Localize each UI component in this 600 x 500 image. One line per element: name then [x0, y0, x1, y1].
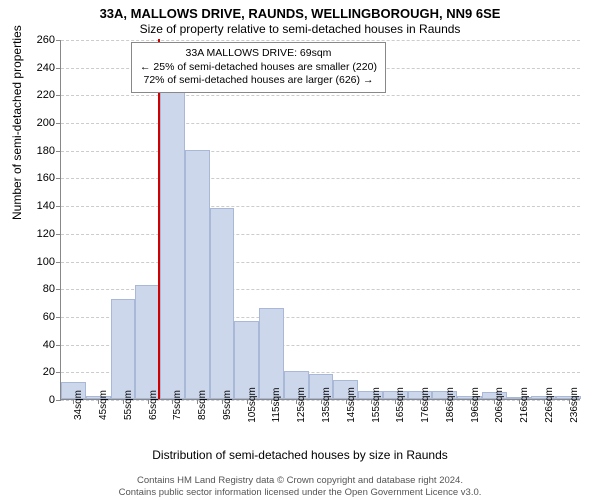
- footer-attribution: Contains HM Land Registry data © Crown c…: [0, 475, 600, 498]
- xtick-label: 85sqm: [197, 390, 208, 420]
- ytick: [56, 262, 61, 263]
- annotation-line: 33A MALLOWS DRIVE: 69sqm: [140, 47, 377, 61]
- histogram-bar: [111, 299, 136, 399]
- ytick-label: 140: [37, 200, 55, 212]
- ytick-label: 220: [37, 89, 55, 101]
- ytick: [56, 178, 61, 179]
- xtick-label: 55sqm: [123, 390, 134, 420]
- gridline: [61, 123, 580, 124]
- xtick-label: 75sqm: [172, 390, 183, 420]
- ytick-label: 20: [43, 366, 55, 378]
- xtick-label: 145sqm: [346, 387, 357, 423]
- xtick-label: 115sqm: [271, 388, 282, 423]
- histogram-bar: [160, 92, 185, 399]
- xtick-label: 34sqm: [73, 390, 84, 420]
- ytick: [56, 317, 61, 318]
- ytick-label: 0: [49, 394, 55, 406]
- ytick-label: 240: [37, 62, 55, 74]
- chart-title-2: Size of property relative to semi-detach…: [0, 22, 600, 36]
- ytick-label: 80: [43, 283, 55, 295]
- histogram-bar: [135, 285, 160, 399]
- gridline: [61, 262, 580, 263]
- gridline: [61, 178, 580, 179]
- x-axis-label: Distribution of semi-detached houses by …: [0, 448, 600, 462]
- histogram-bar: [210, 208, 235, 399]
- gridline: [61, 95, 580, 96]
- gridline: [61, 151, 580, 152]
- xtick-label: 176sqm: [420, 387, 431, 423]
- annotation-box: 33A MALLOWS DRIVE: 69sqm← 25% of semi-de…: [131, 42, 386, 93]
- gridline: [61, 206, 580, 207]
- ytick: [56, 400, 61, 401]
- ytick: [56, 68, 61, 69]
- plot-area: 02040608010012014016018020022024026034sq…: [60, 40, 580, 400]
- histogram-bar: [259, 308, 284, 399]
- ytick-label: 40: [43, 339, 55, 351]
- footer-line-1: Contains HM Land Registry data © Crown c…: [0, 475, 600, 486]
- annotation-line: 72% of semi-detached houses are larger (…: [140, 74, 377, 88]
- footer-line-2: Contains public sector information licen…: [0, 487, 600, 498]
- xtick-label: 165sqm: [395, 387, 406, 423]
- xtick-label: 95sqm: [222, 390, 233, 420]
- ytick: [56, 206, 61, 207]
- histogram-bar: [185, 150, 210, 399]
- xtick-label: 125sqm: [296, 387, 307, 423]
- ytick: [56, 95, 61, 96]
- y-axis-label: Number of semi-detached properties: [10, 25, 24, 220]
- ytick: [56, 372, 61, 373]
- marker-line: [158, 39, 160, 399]
- annotation-line: ← 25% of semi-detached houses are smalle…: [140, 61, 377, 75]
- ytick-label: 160: [37, 172, 55, 184]
- ytick: [56, 40, 61, 41]
- ytick: [56, 345, 61, 346]
- ytick-label: 200: [37, 117, 55, 129]
- ytick: [56, 123, 61, 124]
- xtick-label: 186sqm: [445, 387, 456, 423]
- xtick-label: 226sqm: [544, 387, 555, 423]
- xtick-label: 206sqm: [494, 387, 505, 423]
- xtick-label: 45sqm: [98, 390, 109, 420]
- ytick-label: 260: [37, 34, 55, 46]
- ytick: [56, 289, 61, 290]
- ytick-label: 120: [37, 228, 55, 240]
- histogram-chart: 33A, MALLOWS DRIVE, RAUNDS, WELLINGBOROU…: [0, 0, 600, 500]
- xtick-label: 65sqm: [148, 390, 159, 420]
- gridline: [61, 234, 580, 235]
- xtick-label: 105sqm: [247, 387, 258, 423]
- xtick-label: 196sqm: [470, 387, 481, 423]
- gridline: [61, 40, 580, 41]
- xtick-label: 155sqm: [371, 387, 382, 423]
- xtick-label: 236sqm: [569, 387, 580, 423]
- chart-title-1: 33A, MALLOWS DRIVE, RAUNDS, WELLINGBOROU…: [0, 6, 600, 21]
- ytick-label: 180: [37, 145, 55, 157]
- xtick-label: 216sqm: [519, 387, 530, 423]
- ytick-label: 60: [43, 311, 55, 323]
- xtick-label: 135sqm: [321, 387, 332, 423]
- ytick-label: 100: [37, 256, 55, 268]
- ytick: [56, 234, 61, 235]
- ytick: [56, 151, 61, 152]
